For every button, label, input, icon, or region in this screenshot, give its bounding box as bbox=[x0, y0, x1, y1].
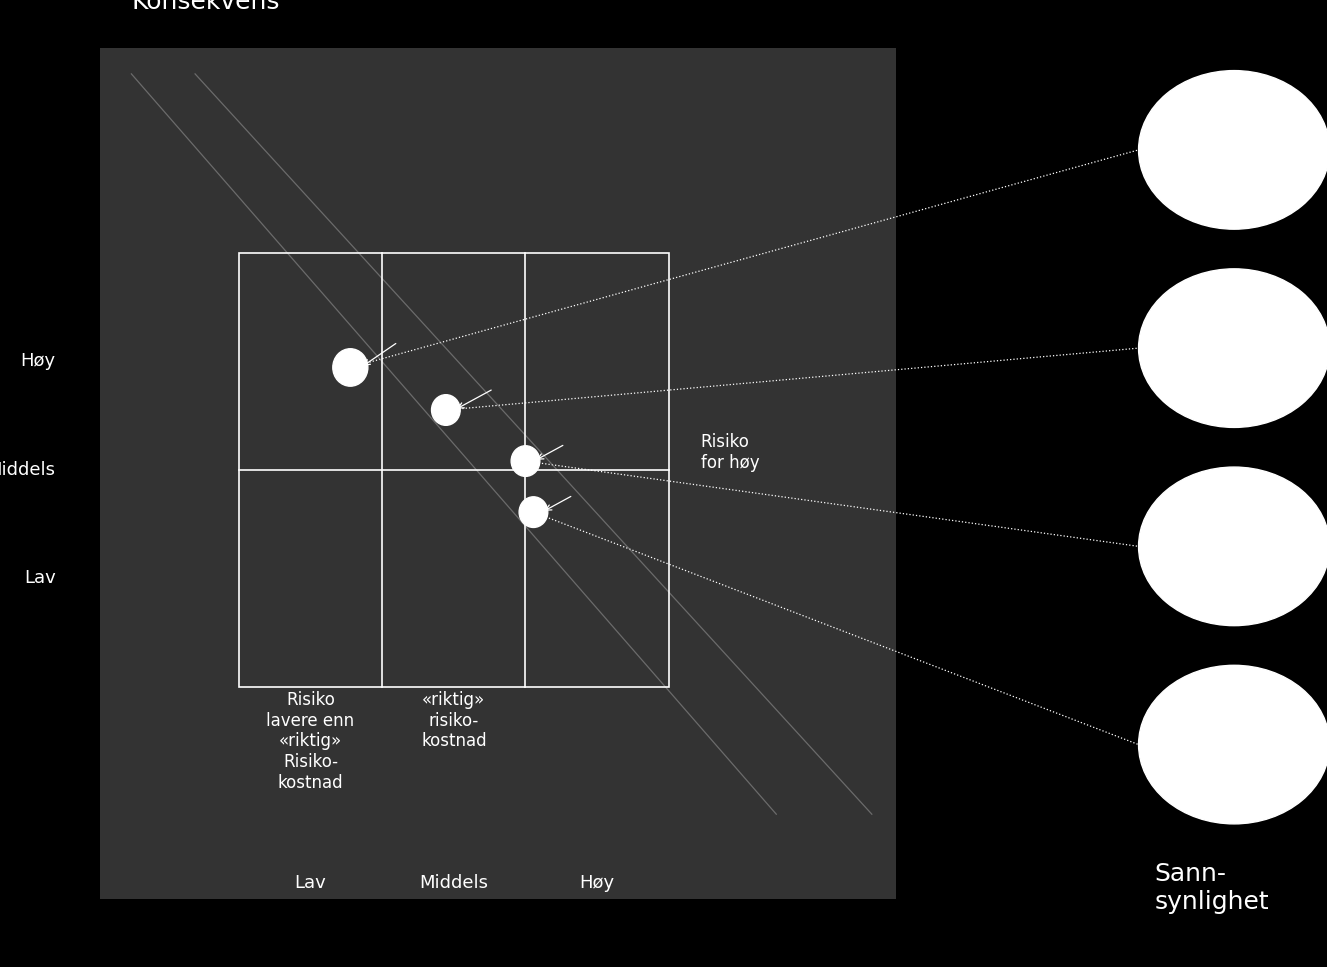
Text: Risiko
lavere enn
«riktig»
Risiko-
kostnad: Risiko lavere enn «riktig» Risiko- kostn… bbox=[267, 690, 354, 792]
Ellipse shape bbox=[1139, 467, 1327, 626]
Circle shape bbox=[519, 497, 548, 527]
Text: Sann-
synlighet: Sann- synlighet bbox=[1154, 862, 1269, 914]
FancyBboxPatch shape bbox=[100, 48, 896, 899]
Ellipse shape bbox=[1139, 665, 1327, 824]
Text: Lav: Lav bbox=[295, 874, 326, 892]
Circle shape bbox=[333, 349, 368, 386]
Text: Lav: Lav bbox=[24, 569, 56, 587]
Ellipse shape bbox=[1139, 71, 1327, 229]
Text: «riktig»
risiko-
kostnad: «riktig» risiko- kostnad bbox=[421, 690, 487, 750]
Text: Risiko
for høy: Risiko for høy bbox=[701, 433, 759, 472]
Text: Høy: Høy bbox=[580, 874, 614, 892]
Circle shape bbox=[511, 446, 540, 477]
Circle shape bbox=[431, 395, 460, 425]
Bar bbox=[239, 252, 669, 687]
Text: Høy: Høy bbox=[21, 352, 56, 370]
Text: Middels: Middels bbox=[419, 874, 488, 892]
Ellipse shape bbox=[1139, 269, 1327, 427]
Text: Middels: Middels bbox=[0, 460, 56, 479]
Text: Konsekvens: Konsekvens bbox=[131, 0, 280, 15]
